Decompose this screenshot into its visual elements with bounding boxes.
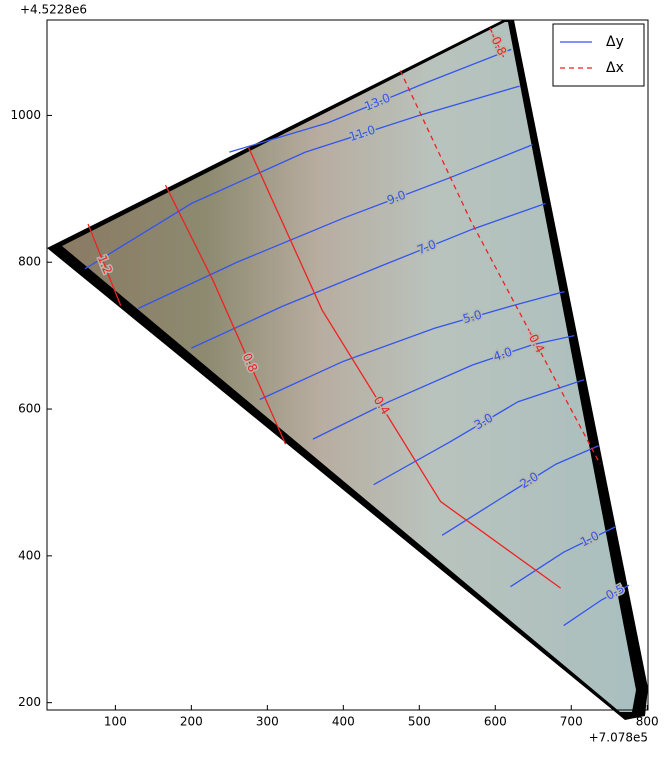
x-tick-label: 100 (104, 715, 127, 729)
legend (553, 24, 644, 86)
y-tick-label: 1000 (10, 108, 41, 122)
x-tick-label: 500 (408, 715, 431, 729)
y-offset: +4.5228e6 (20, 3, 87, 17)
x-tick-label: 400 (332, 715, 355, 729)
legend-label: Δx (606, 60, 624, 76)
y-tick-label: 400 (18, 548, 41, 562)
y-tick-label: 800 (18, 255, 41, 269)
x-tick-label: 300 (256, 715, 279, 729)
y-tick-label: 200 (18, 695, 41, 709)
x-tick-label: 800 (636, 715, 659, 729)
image-wedge (62, 22, 636, 712)
x-tick-label: 700 (560, 715, 583, 729)
x-tick-label: 200 (180, 715, 203, 729)
legend-label: Δy (606, 34, 624, 50)
x-tick-label: 600 (484, 715, 507, 729)
x-offset: +7.078e5 (589, 731, 648, 745)
y-tick-label: 600 (18, 402, 41, 416)
chart: +4.5228e6 +7.078e5 100 200 300 400 500 600 700… (0, 0, 669, 768)
